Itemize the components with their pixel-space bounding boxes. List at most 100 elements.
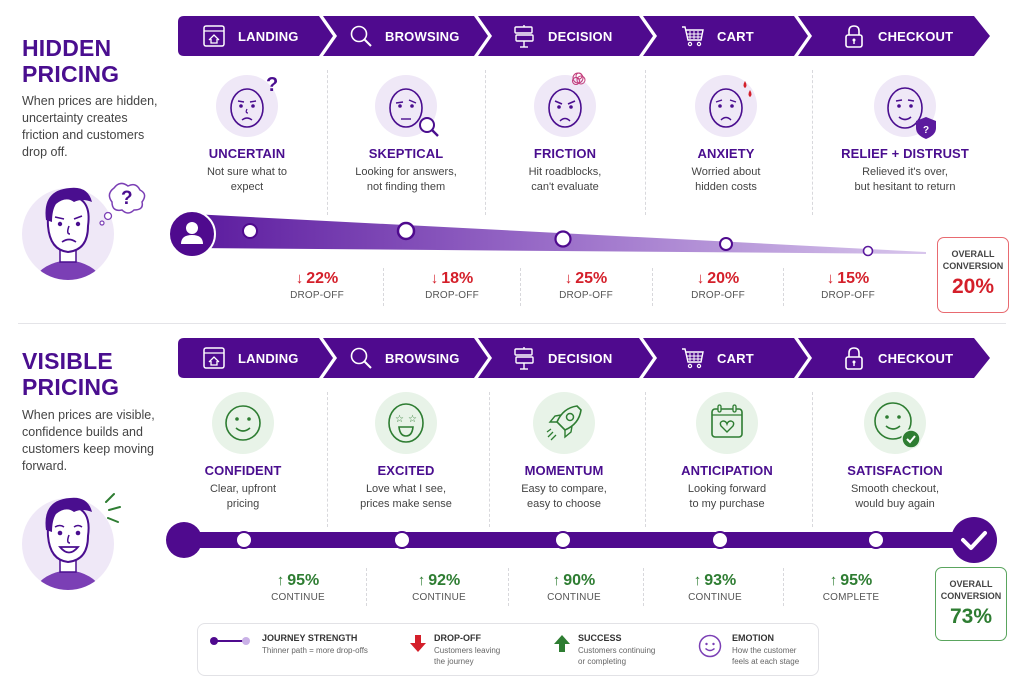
svg-text:☆: ☆: [395, 414, 404, 425]
overall-conversion-box: OVERALL CONVERSION 73%: [935, 567, 1007, 641]
stage-checkout[interactable]: CHECKOUT: [798, 338, 990, 378]
emotion-desc: Worried about hidden costs: [691, 166, 761, 193]
emotion-skeptical: SKEPTICAL Looking for answers, not findin…: [331, 75, 481, 194]
column-divider: [485, 70, 486, 215]
emotion-desc: Looking for answers, not finding them: [355, 166, 457, 193]
column-divider: [812, 70, 813, 215]
hidden-pricing-section: HIDDEN PRICING When prices are hidden, u…: [0, 0, 1024, 322]
stat-divider: [783, 268, 784, 306]
section-divider: [18, 323, 1006, 324]
success-stat: ↑ 93% CONTINUE: [688, 572, 742, 603]
success-stat: ↑ 95% CONTINUE: [271, 572, 325, 603]
stage-label: CHECKOUT: [878, 28, 954, 44]
stage-label: LANDING: [238, 350, 299, 366]
magnifier-icon: [350, 25, 372, 47]
stage-browsing[interactable]: BROWSING: [323, 16, 488, 56]
journey-line-icon: [210, 637, 250, 645]
stage-landing[interactable]: LANDING: [178, 338, 333, 378]
red-down-arrow-icon: [410, 635, 426, 652]
stage-decision[interactable]: DECISION: [478, 16, 653, 56]
browser-home-icon: [203, 347, 225, 369]
calendar-heart-icon: [696, 392, 758, 454]
green-up-arrow-icon: ↑: [829, 572, 838, 589]
section-title: HIDDEN PRICING: [22, 35, 119, 87]
green-up-arrow-icon: ↑: [417, 572, 426, 589]
green-up-arrow-icon: ↑: [552, 572, 561, 589]
stage-browsing[interactable]: BROWSING: [323, 338, 488, 378]
star-eyes-face-icon: ☆ ☆: [375, 392, 437, 454]
svg-text:?: ?: [923, 125, 929, 136]
emotion-desc: Love what I see, prices make sense: [360, 483, 452, 510]
stage-label: CHECKOUT: [878, 350, 954, 366]
green-up-arrow-icon: ↑: [693, 572, 702, 589]
browser-home-icon: [203, 25, 225, 47]
visible-pricing-section: VISIBLE PRICING When prices are visible,…: [0, 322, 1024, 683]
green-up-arrow-icon: [554, 635, 570, 652]
emotion-title: ANXIETY: [697, 146, 755, 161]
emotion-excited: ☆ ☆ EXCITED Love what I see, prices make s…: [331, 392, 481, 511]
stage-bar: LANDING BROWSING DECISION CART CHECKOUT: [178, 16, 990, 56]
emotion-face-icon: [698, 634, 722, 658]
drop-off-stat: ↓ 25% DROP-OFF: [559, 270, 613, 301]
stage-checkout[interactable]: CHECKOUT: [798, 16, 990, 56]
emotion-title: UNCERTAIN: [208, 146, 286, 161]
red-down-arrow-icon: ↓: [696, 270, 705, 287]
signpost-icon: [514, 25, 534, 48]
emotion-title: FRICTION: [533, 146, 597, 161]
title-line-1: HIDDEN: [22, 35, 112, 61]
emotion-relief-distrust: ? RELIEF + DISTRUST Relieved it's over, b…: [825, 75, 985, 194]
emotion-desc: Easy to compare, easy to choose: [521, 483, 607, 510]
section-title: VISIBLE PRICING: [22, 348, 119, 400]
svg-text:☆: ☆: [408, 414, 417, 425]
emotion-title: CONFIDENT: [204, 463, 282, 478]
column-divider: [489, 392, 490, 527]
legend-journey-strength: JOURNEY STRENGTH Thinner path = more dro…: [210, 633, 368, 657]
stat-divider: [652, 268, 653, 306]
overall-conversion-box: OVERALL CONVERSION 20%: [937, 237, 1009, 313]
relieved-face-shield-icon: ?: [874, 75, 936, 139]
success-stat: ↑ 90% CONTINUE: [547, 572, 601, 603]
rocket-icon: [533, 392, 595, 454]
emotion-title: SKEPTICAL: [368, 146, 444, 161]
stage-decision[interactable]: DECISION: [478, 338, 653, 378]
emotion-title: ANTICIPATION: [681, 463, 773, 478]
drop-off-stat: ↓ 22% DROP-OFF: [290, 270, 344, 301]
stage-cart[interactable]: CART: [643, 338, 808, 378]
skeptical-face-magnifier-icon: [375, 75, 439, 137]
column-divider: [812, 392, 813, 527]
emotion-desc: Relieved it's over, but hesitant to retur…: [854, 166, 956, 193]
red-down-arrow-icon: ↓: [430, 270, 439, 287]
legend-drop-off: DROP-OFF Customers leaving the journey: [410, 633, 500, 667]
stage-label: CART: [717, 350, 754, 366]
stage-cart[interactable]: CART: [643, 16, 808, 56]
green-up-arrow-icon: ↑: [276, 572, 285, 589]
emotion-confident: CONFIDENT Clear, upfront pricing: [168, 392, 318, 511]
stat-divider: [383, 268, 384, 306]
signpost-icon: [514, 347, 534, 370]
emotion-friction: FRICTION Hit roadblocks, can't evaluate: [490, 72, 640, 194]
drop-off-stat: ↓ 18% DROP-OFF: [425, 270, 479, 301]
title-line-1: VISIBLE: [22, 348, 113, 374]
stage-label: CART: [717, 28, 754, 44]
stage-label: LANDING: [238, 28, 299, 44]
legend-success: SUCCESS Customers continuing or completin…: [554, 633, 655, 667]
column-divider: [645, 70, 646, 215]
red-down-arrow-icon: ↓: [826, 270, 835, 287]
success-stat: ↑ 92% CONTINUE: [412, 572, 466, 603]
emotion-title: MOMENTUM: [524, 463, 604, 478]
emotion-title: SATISFACTION: [847, 463, 943, 478]
happy-person-avatar: [22, 488, 138, 604]
stage-landing[interactable]: LANDING: [178, 16, 333, 56]
column-divider: [645, 392, 646, 527]
smiley-check-icon: [864, 392, 926, 454]
journey-strength-path: [166, 517, 997, 563]
anxious-face-sweat-icon: [695, 75, 757, 137]
svg-text:?: ?: [266, 74, 278, 96]
drop-off-stat: ↓ 20% DROP-OFF: [691, 270, 745, 301]
section-description: When prices are visible, confidence buil…: [22, 408, 155, 473]
success-stat: ↑ 95% COMPLETE: [822, 572, 880, 603]
stat-divider: [508, 568, 509, 606]
legend: JOURNEY STRENGTH Thinner path = more dro…: [197, 623, 819, 676]
angry-face-scribble-icon: [534, 72, 596, 137]
stat-divider: [520, 268, 521, 306]
